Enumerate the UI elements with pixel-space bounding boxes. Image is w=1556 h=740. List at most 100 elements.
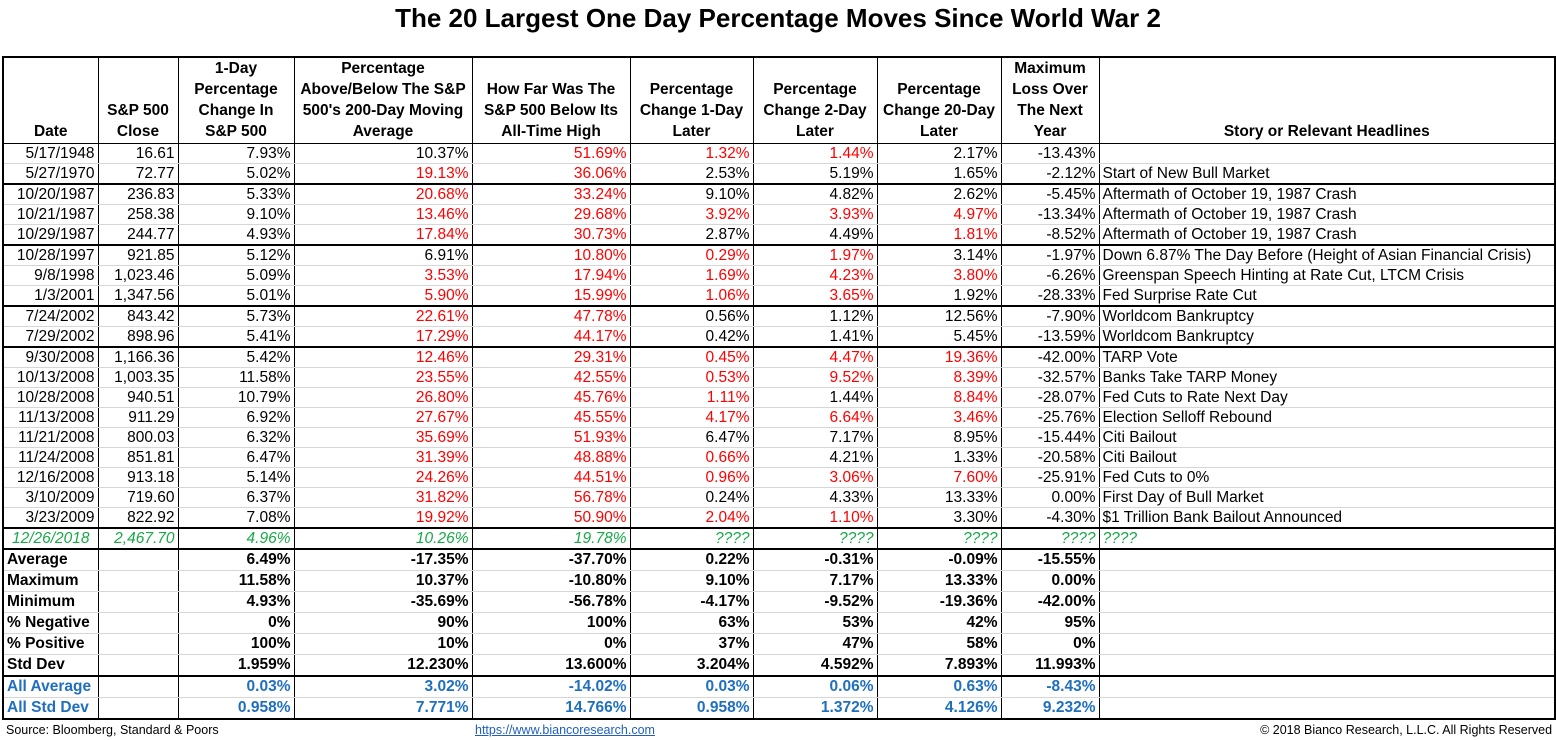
- stat-row: % Negative 0% 90% 100% 63% 53% 42% 95%: [2, 612, 1556, 634]
- cell-maxloss: 95%: [1000, 612, 1100, 634]
- cell-d2: 3.06%: [752, 467, 878, 488]
- cell-close: 851.81: [97, 447, 179, 468]
- cell-ath: 15.99%: [471, 285, 631, 307]
- cell-close: 921.85: [97, 244, 179, 266]
- cell-change: 7.08%: [177, 507, 295, 529]
- cell-d2: 6.64%: [752, 407, 878, 428]
- cell-d2: 3.65%: [752, 285, 878, 307]
- cell-maxloss: -8.52%: [1000, 224, 1100, 246]
- cell-change: 11.58%: [177, 367, 295, 388]
- table-row: 9/8/1998 1,023.46 5.09% 3.53% 17.94% 1.69% 4.2…: [2, 265, 1556, 286]
- cell-d2: 1.44%: [752, 387, 878, 408]
- cell-close: [97, 633, 179, 655]
- cell-d20: 3.80%: [876, 265, 1002, 286]
- stat-row: % Positive 100% 10% 0% 37% 47% 58% 0%: [2, 633, 1556, 655]
- cell-ma200: 6.91%: [293, 244, 473, 266]
- cell-change: 6.49%: [177, 548, 295, 571]
- cell-d1: 9.10%: [629, 570, 754, 592]
- cell-story: [1098, 633, 1556, 655]
- cell-story: Banks Take TARP Money: [1098, 367, 1556, 388]
- cell-d20: 1.81%: [876, 224, 1002, 246]
- website-link[interactable]: https://www.biancoresearch.com: [475, 723, 655, 737]
- cell-d20: 1.65%: [876, 163, 1002, 185]
- cell-change: 4.96%: [177, 527, 295, 550]
- cell-d20: 12.56%: [876, 305, 1002, 327]
- cell-ath: 30.73%: [471, 224, 631, 246]
- cell-d2: 4.23%: [752, 265, 878, 286]
- cell-maxloss: -2.12%: [1000, 163, 1100, 185]
- cell-d2: 4.82%: [752, 183, 878, 205]
- cell-story: Citi Bailout: [1098, 447, 1556, 468]
- cell-ath: 44.17%: [471, 326, 631, 348]
- table-row: 11/24/2008 851.81 6.47% 31.39% 48.88% 0.66% 4.…: [2, 447, 1556, 468]
- cell-d2: 4.21%: [752, 447, 878, 468]
- cell-ath: 56.78%: [471, 487, 631, 508]
- footer-link-cell: https://www.biancoresearch.com: [472, 719, 877, 740]
- cell-close: [97, 591, 179, 613]
- cell-label: Maximum: [2, 570, 99, 592]
- cell-maxloss: -6.26%: [1000, 265, 1100, 286]
- cell-d2: 1.10%: [752, 507, 878, 529]
- cell-change: 5.14%: [177, 467, 295, 488]
- cell-change: 5.33%: [177, 183, 295, 205]
- cell-close: [97, 697, 179, 720]
- cell-maxloss: -13.59%: [1000, 326, 1100, 348]
- cell-ath: 19.78%: [471, 527, 631, 550]
- cell-d2: -9.52%: [752, 591, 878, 613]
- cell-story: [1098, 591, 1556, 613]
- cell-ath: -14.02%: [471, 675, 631, 698]
- cell-story: [1098, 143, 1556, 164]
- cell-story: Election Selloff Rebound: [1098, 407, 1556, 428]
- table-row: 10/29/1987 244.77 4.93% 17.84% 30.73% 2.87% 4.…: [2, 224, 1556, 246]
- header-row: Date S&P 500 Close 1-Day Percentage Chan…: [2, 56, 1556, 144]
- cell-maxloss: -28.07%: [1000, 387, 1100, 408]
- cell-close: 913.18: [97, 467, 179, 488]
- cell-d1: 2.87%: [629, 224, 754, 246]
- moves-table: Date S&P 500 Close 1-Day Percentage Chan…: [2, 36, 1556, 740]
- cell-maxloss: 0.00%: [1000, 487, 1100, 508]
- header-d20: Percentage Change 20-Day Later: [876, 56, 1002, 144]
- cell-d1: 2.53%: [629, 163, 754, 185]
- cell-ma200: 27.67%: [293, 407, 473, 428]
- cell-date: 7/29/2002: [2, 326, 99, 348]
- cell-ma200: 10.26%: [293, 527, 473, 550]
- table-row: 10/28/1997 921.85 5.12% 6.91% 10.80% 0.29% 1.9…: [2, 244, 1556, 266]
- header-ma200: Percentage Above/Below The S&P 500's 200…: [293, 56, 473, 144]
- cell-maxloss: -42.00%: [1000, 346, 1100, 368]
- cell-d2: 1.44%: [752, 143, 878, 164]
- cell-story: [1098, 697, 1556, 720]
- cell-story: [1098, 548, 1556, 571]
- cell-ma200: 13.46%: [293, 204, 473, 225]
- cell-story: Fed Cuts to 0%: [1098, 467, 1556, 488]
- stat-row: Minimum 4.93% -35.69% -56.78% -4.17% -9.52% -1…: [2, 591, 1556, 613]
- cell-maxloss: ????: [1000, 527, 1100, 550]
- footer-row: Source: Bloomberg, Standard & Poors https…: [3, 719, 1555, 740]
- cell-d1: 0.24%: [629, 487, 754, 508]
- cell-date: 12/26/2018: [2, 527, 99, 550]
- cell-story: TARP Vote: [1098, 346, 1556, 368]
- cell-change: 6.92%: [177, 407, 295, 428]
- cell-story: Down 6.87% The Day Before (Height of Asi…: [1098, 244, 1556, 266]
- cell-maxloss: 0%: [1000, 633, 1100, 655]
- cell-ma200: 3.53%: [293, 265, 473, 286]
- table-row: 11/21/2008 800.03 6.32% 35.69% 51.93% 6.47% 7.…: [2, 427, 1556, 448]
- cell-maxloss: -7.90%: [1000, 305, 1100, 327]
- cell-d1: 63%: [629, 612, 754, 634]
- cell-d20: 8.39%: [876, 367, 1002, 388]
- table-row: 7/29/2002 898.96 5.41% 17.29% 44.17% 0.42% 1.4…: [2, 326, 1556, 348]
- table-row: 10/13/2008 1,003.35 11.58% 23.55% 42.55% 0.53…: [2, 367, 1556, 388]
- cell-ma200: 10.37%: [293, 570, 473, 592]
- stat-row: Average 6.49% -17.35% -37.70% 0.22% -0.31% -0.…: [2, 548, 1556, 571]
- cell-maxloss: -25.76%: [1000, 407, 1100, 428]
- cell-ath: 48.88%: [471, 447, 631, 468]
- cell-ma200: 31.82%: [293, 487, 473, 508]
- cell-maxloss: -1.97%: [1000, 244, 1100, 266]
- cell-close: 911.29: [97, 407, 179, 428]
- cell-close: 719.60: [97, 487, 179, 508]
- cell-ath: 29.68%: [471, 204, 631, 225]
- cell-d1: 0.56%: [629, 305, 754, 327]
- cell-d20: 13.33%: [876, 487, 1002, 508]
- cell-d1: 0.53%: [629, 367, 754, 388]
- cell-close: 800.03: [97, 427, 179, 448]
- cell-d2: 0.06%: [752, 675, 878, 698]
